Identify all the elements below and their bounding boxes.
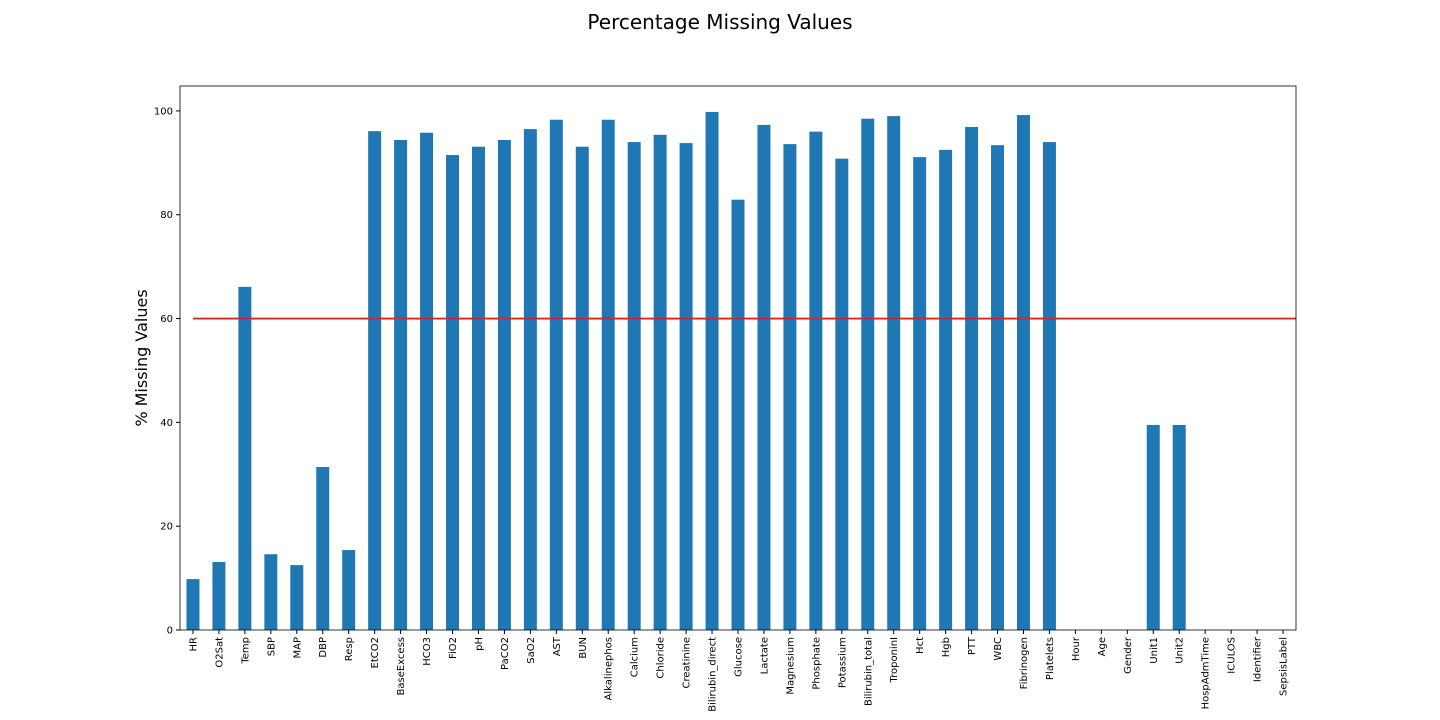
bar: [212, 562, 226, 630]
x-tick-label: SBP: [266, 637, 277, 656]
x-tick-label: pH: [474, 637, 485, 651]
x-tick-label: AST: [552, 636, 563, 656]
bar: [809, 131, 823, 630]
bar: [861, 118, 875, 630]
x-tick-label: Identifier: [1253, 636, 1264, 682]
bar: [1146, 424, 1160, 630]
bar: [1172, 424, 1186, 630]
x-tick-label: Unit1: [1149, 637, 1160, 664]
x-tick-label: PaCO2: [500, 637, 511, 670]
bar: [913, 157, 927, 630]
bar: [705, 111, 719, 630]
x-tick-label: Fibrinogen: [1019, 637, 1030, 689]
bar: [1042, 142, 1056, 630]
x-tick-label: EtCO2: [370, 637, 381, 668]
bar: [290, 565, 304, 630]
bar: [523, 129, 537, 630]
plot-frame: [179, 85, 1297, 631]
bar: [965, 127, 979, 631]
bar: [368, 131, 382, 630]
x-tick-label: WBC: [993, 637, 1004, 661]
x-tick-label: Magnesium: [785, 637, 796, 695]
x-tick-label: Unit2: [1175, 637, 1186, 664]
bar: [316, 467, 330, 630]
y-tick-label: 80: [160, 210, 173, 221]
x-tick-label: PTT: [967, 636, 978, 655]
x-tick-label: Phosphate: [811, 637, 822, 690]
x-tick-label: HR: [188, 637, 199, 652]
bar: [471, 146, 485, 630]
x-tick-label: Calcium: [630, 637, 641, 677]
x-tick-label: BUN: [578, 637, 589, 659]
x-tick-label: HospAdmTime: [1201, 637, 1212, 709]
x-tick-label: Creatinine: [682, 637, 693, 688]
x-tick-label: Platelets: [1045, 637, 1056, 680]
x-tick-label: FiO2: [448, 637, 459, 659]
y-tick-label: 60: [160, 314, 173, 325]
x-tick-label: Resp: [344, 637, 355, 661]
y-tick-label: 40: [160, 418, 173, 429]
bar: [601, 119, 615, 631]
bar: [575, 146, 589, 630]
x-tick-label: Potassium: [837, 637, 848, 688]
x-tick-label: Hour: [1071, 636, 1082, 661]
bar: [731, 199, 745, 630]
bar: [186, 579, 200, 630]
bar: [939, 149, 953, 630]
x-tick-label: TroponinI: [889, 637, 900, 684]
bar: [497, 139, 511, 630]
bar: [446, 155, 459, 631]
bar: [394, 139, 408, 630]
bar: [991, 145, 1005, 630]
y-tick-label: 0: [167, 626, 173, 637]
x-tick-label: ICULOS: [1227, 637, 1238, 674]
x-tick-label: Hct: [915, 637, 926, 654]
bar: [783, 144, 797, 631]
bar: [342, 550, 356, 630]
x-tick-label: Chloride: [656, 637, 667, 679]
x-tick-label: DBP: [318, 637, 329, 658]
chart-title: Percentage Missing Values: [587, 10, 852, 34]
bar: [757, 124, 771, 630]
bar: [549, 119, 563, 631]
bar: [653, 134, 667, 631]
x-tick-label: BaseExcess: [396, 637, 407, 695]
x-tick-label: Gender: [1123, 636, 1134, 674]
x-tick-label: MAP: [292, 637, 303, 659]
x-tick-label: Temp: [240, 637, 251, 665]
bar: [238, 286, 252, 630]
bar: [679, 143, 693, 630]
x-tick-label: SaO2: [526, 637, 537, 664]
bar: [887, 116, 901, 630]
bar: [627, 142, 641, 630]
bar: [1017, 115, 1030, 630]
y-tick-label: 20: [160, 522, 173, 533]
x-tick-label: Age: [1097, 637, 1108, 656]
x-tick-label: HCO3: [422, 637, 433, 666]
x-axis-label: Feature: [708, 717, 768, 720]
bar: [264, 554, 278, 630]
x-tick-label: Bilirubin_total: [863, 637, 874, 706]
bar: [420, 132, 434, 630]
x-tick-label: Lactate: [759, 637, 770, 674]
bar: [835, 158, 849, 630]
x-tick-label: O2Sat: [214, 637, 225, 668]
x-tick-label: Bilirubin_direct: [708, 637, 719, 712]
x-tick-label: Hgb: [941, 637, 952, 657]
x-tick-label: Alkalinephos: [604, 637, 615, 700]
y-tick-label: 100: [154, 106, 173, 117]
y-axis-label: % Missing Values: [132, 289, 151, 426]
x-tick-label: SepsisLabel: [1279, 637, 1290, 696]
x-tick-label: Glucose: [734, 637, 745, 677]
